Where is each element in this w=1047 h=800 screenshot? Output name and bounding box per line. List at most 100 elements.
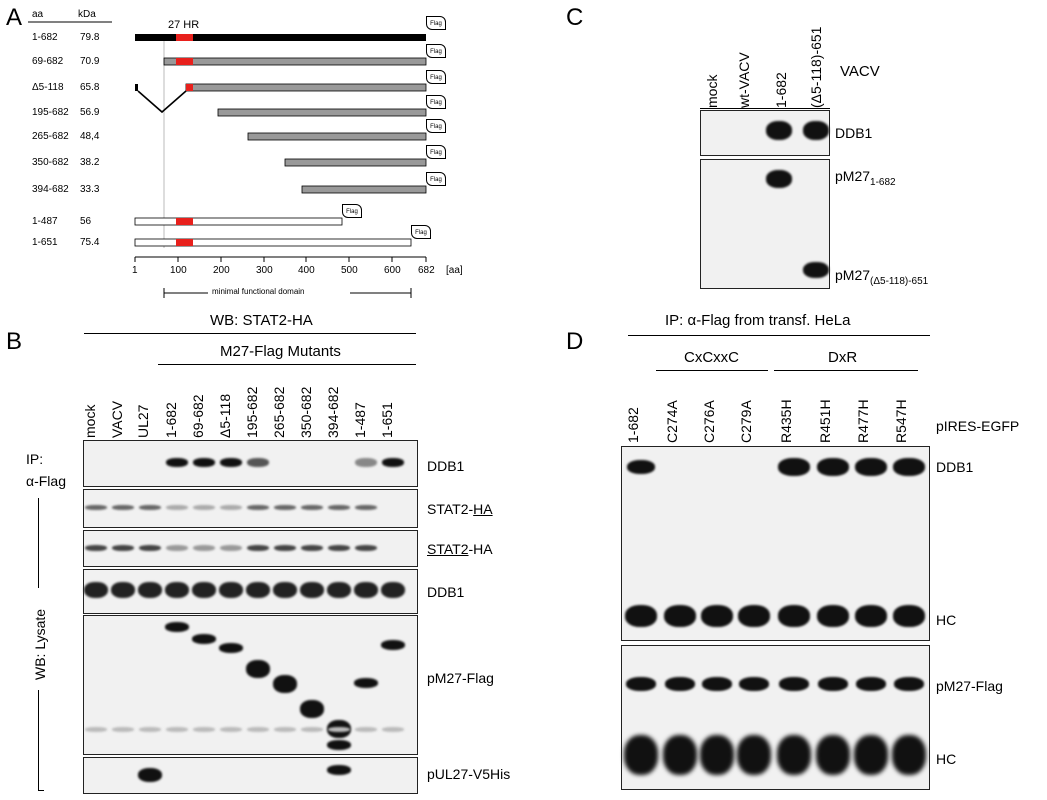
blot-band <box>355 505 377 510</box>
label-stat2-ha-alt: STAT2-HA <box>427 542 493 556</box>
aa-column-header: aa <box>32 9 44 20</box>
group-dxr: DxR <box>828 349 858 366</box>
lane-label: 1-682 <box>625 407 641 443</box>
row-kda: 75.4 <box>80 237 100 248</box>
label-stat2-prefix: STAT2- <box>427 501 474 517</box>
blot-band <box>193 505 215 510</box>
axis-tick: 682 <box>418 265 435 276</box>
lane-label: 1-487 <box>352 402 368 438</box>
blot-band <box>193 727 215 732</box>
lane-label: 1-682 <box>163 402 179 438</box>
blot-band <box>817 605 849 627</box>
mutants-rule <box>158 364 416 365</box>
flag-tag: Flag <box>426 95 446 109</box>
lane-label: R477H <box>855 399 871 443</box>
lane-label: C276A <box>701 400 717 443</box>
label-ha-underlined: HA <box>473 501 493 517</box>
blot-band <box>85 545 107 551</box>
pires-label: pIRES-EGFP <box>936 418 1020 434</box>
blot-band <box>192 634 216 644</box>
flag-tag: Flag <box>426 172 446 186</box>
blot-band <box>138 768 162 782</box>
flag-tag: Flag <box>426 44 446 58</box>
blot-band <box>894 677 924 691</box>
blot-band <box>274 545 296 551</box>
panel-c-label: C <box>566 4 584 31</box>
lysate-label: WB: Lysate <box>32 608 48 680</box>
blot-band <box>779 677 809 691</box>
row-name: 265-682 <box>32 131 69 142</box>
blot-band <box>166 727 188 732</box>
blot-band <box>737 735 771 775</box>
label-ddb1: DDB1 <box>427 458 465 474</box>
blot-band <box>626 677 656 691</box>
row-kda: 38.2 <box>80 157 100 168</box>
blot-band <box>273 675 297 693</box>
row-name: 350-682 <box>32 157 69 168</box>
blot-band <box>220 458 242 467</box>
blot-band <box>354 582 378 598</box>
blot-band <box>893 458 925 476</box>
ip-antibody-label: α-Flag <box>26 473 66 489</box>
bar-1-682 <box>135 34 426 41</box>
blot-band <box>192 582 216 598</box>
blot-band <box>803 262 829 278</box>
blot-band <box>165 582 189 598</box>
blot-band <box>247 545 269 551</box>
blot-band <box>219 643 243 653</box>
blot-band <box>111 582 135 598</box>
flag-tag: Flag <box>426 70 446 84</box>
blot-band <box>166 458 188 467</box>
lane-label: 350-682 <box>298 386 314 438</box>
blot-band <box>219 582 243 598</box>
row-kda: 56 <box>80 216 92 227</box>
label-stat2-underlined: STAT2 <box>427 541 469 557</box>
blot-band <box>85 505 107 510</box>
lane-label: wt-VACV <box>736 52 752 108</box>
blot-band <box>663 735 697 775</box>
hr-label: 27 HR <box>168 19 200 31</box>
blot-band <box>664 605 696 627</box>
lane-label: 265-682 <box>271 386 287 438</box>
axis-tick: 1 <box>132 265 138 276</box>
blot-band <box>816 735 850 775</box>
blot-band <box>220 727 242 732</box>
blot-band <box>193 458 215 467</box>
axis-tick: 100 <box>170 265 187 276</box>
axis-tick: 400 <box>298 265 315 276</box>
label-pm27: pM27 <box>835 267 871 283</box>
header-rule <box>700 108 830 109</box>
label-pm27-sub: (Δ5-118)-651 <box>870 275 929 287</box>
ip-header: IP: α-Flag from transf. HeLa <box>665 313 850 328</box>
flag-tag: Flag <box>411 225 431 239</box>
blot-band <box>166 505 188 510</box>
blot-band <box>166 545 188 551</box>
lane-label: VACV <box>109 400 125 438</box>
blot-band <box>355 545 377 551</box>
blot-band <box>856 677 886 691</box>
blot-band <box>354 678 378 688</box>
blot-band <box>328 505 350 510</box>
lane-label: R435H <box>778 399 794 443</box>
blot-band <box>355 727 377 732</box>
blot-band <box>893 605 925 627</box>
bar-265-682 <box>247 132 427 141</box>
axis-unit: [aa] <box>446 265 463 276</box>
blot-band <box>246 582 270 598</box>
label-d-hc2: HC <box>936 751 957 767</box>
row-kda: 79.8 <box>80 32 100 43</box>
lane-label: 1-651 <box>379 402 395 438</box>
label-d-ddb1: DDB1 <box>936 459 974 475</box>
blot-band <box>624 735 658 775</box>
lane-label: 195-682 <box>244 386 260 438</box>
blot-band <box>112 505 134 510</box>
row-kda: 56.9 <box>80 107 100 118</box>
blot-band <box>300 582 324 598</box>
blot-band <box>892 735 926 775</box>
blot-band <box>220 545 242 551</box>
label-d-pm27: pM27-Flag <box>936 678 1003 694</box>
mutants-label: M27-Flag Mutants <box>220 343 341 360</box>
axis-tick: 600 <box>384 265 401 276</box>
row-name: 394-682 <box>32 184 69 195</box>
blot-band <box>766 170 792 188</box>
